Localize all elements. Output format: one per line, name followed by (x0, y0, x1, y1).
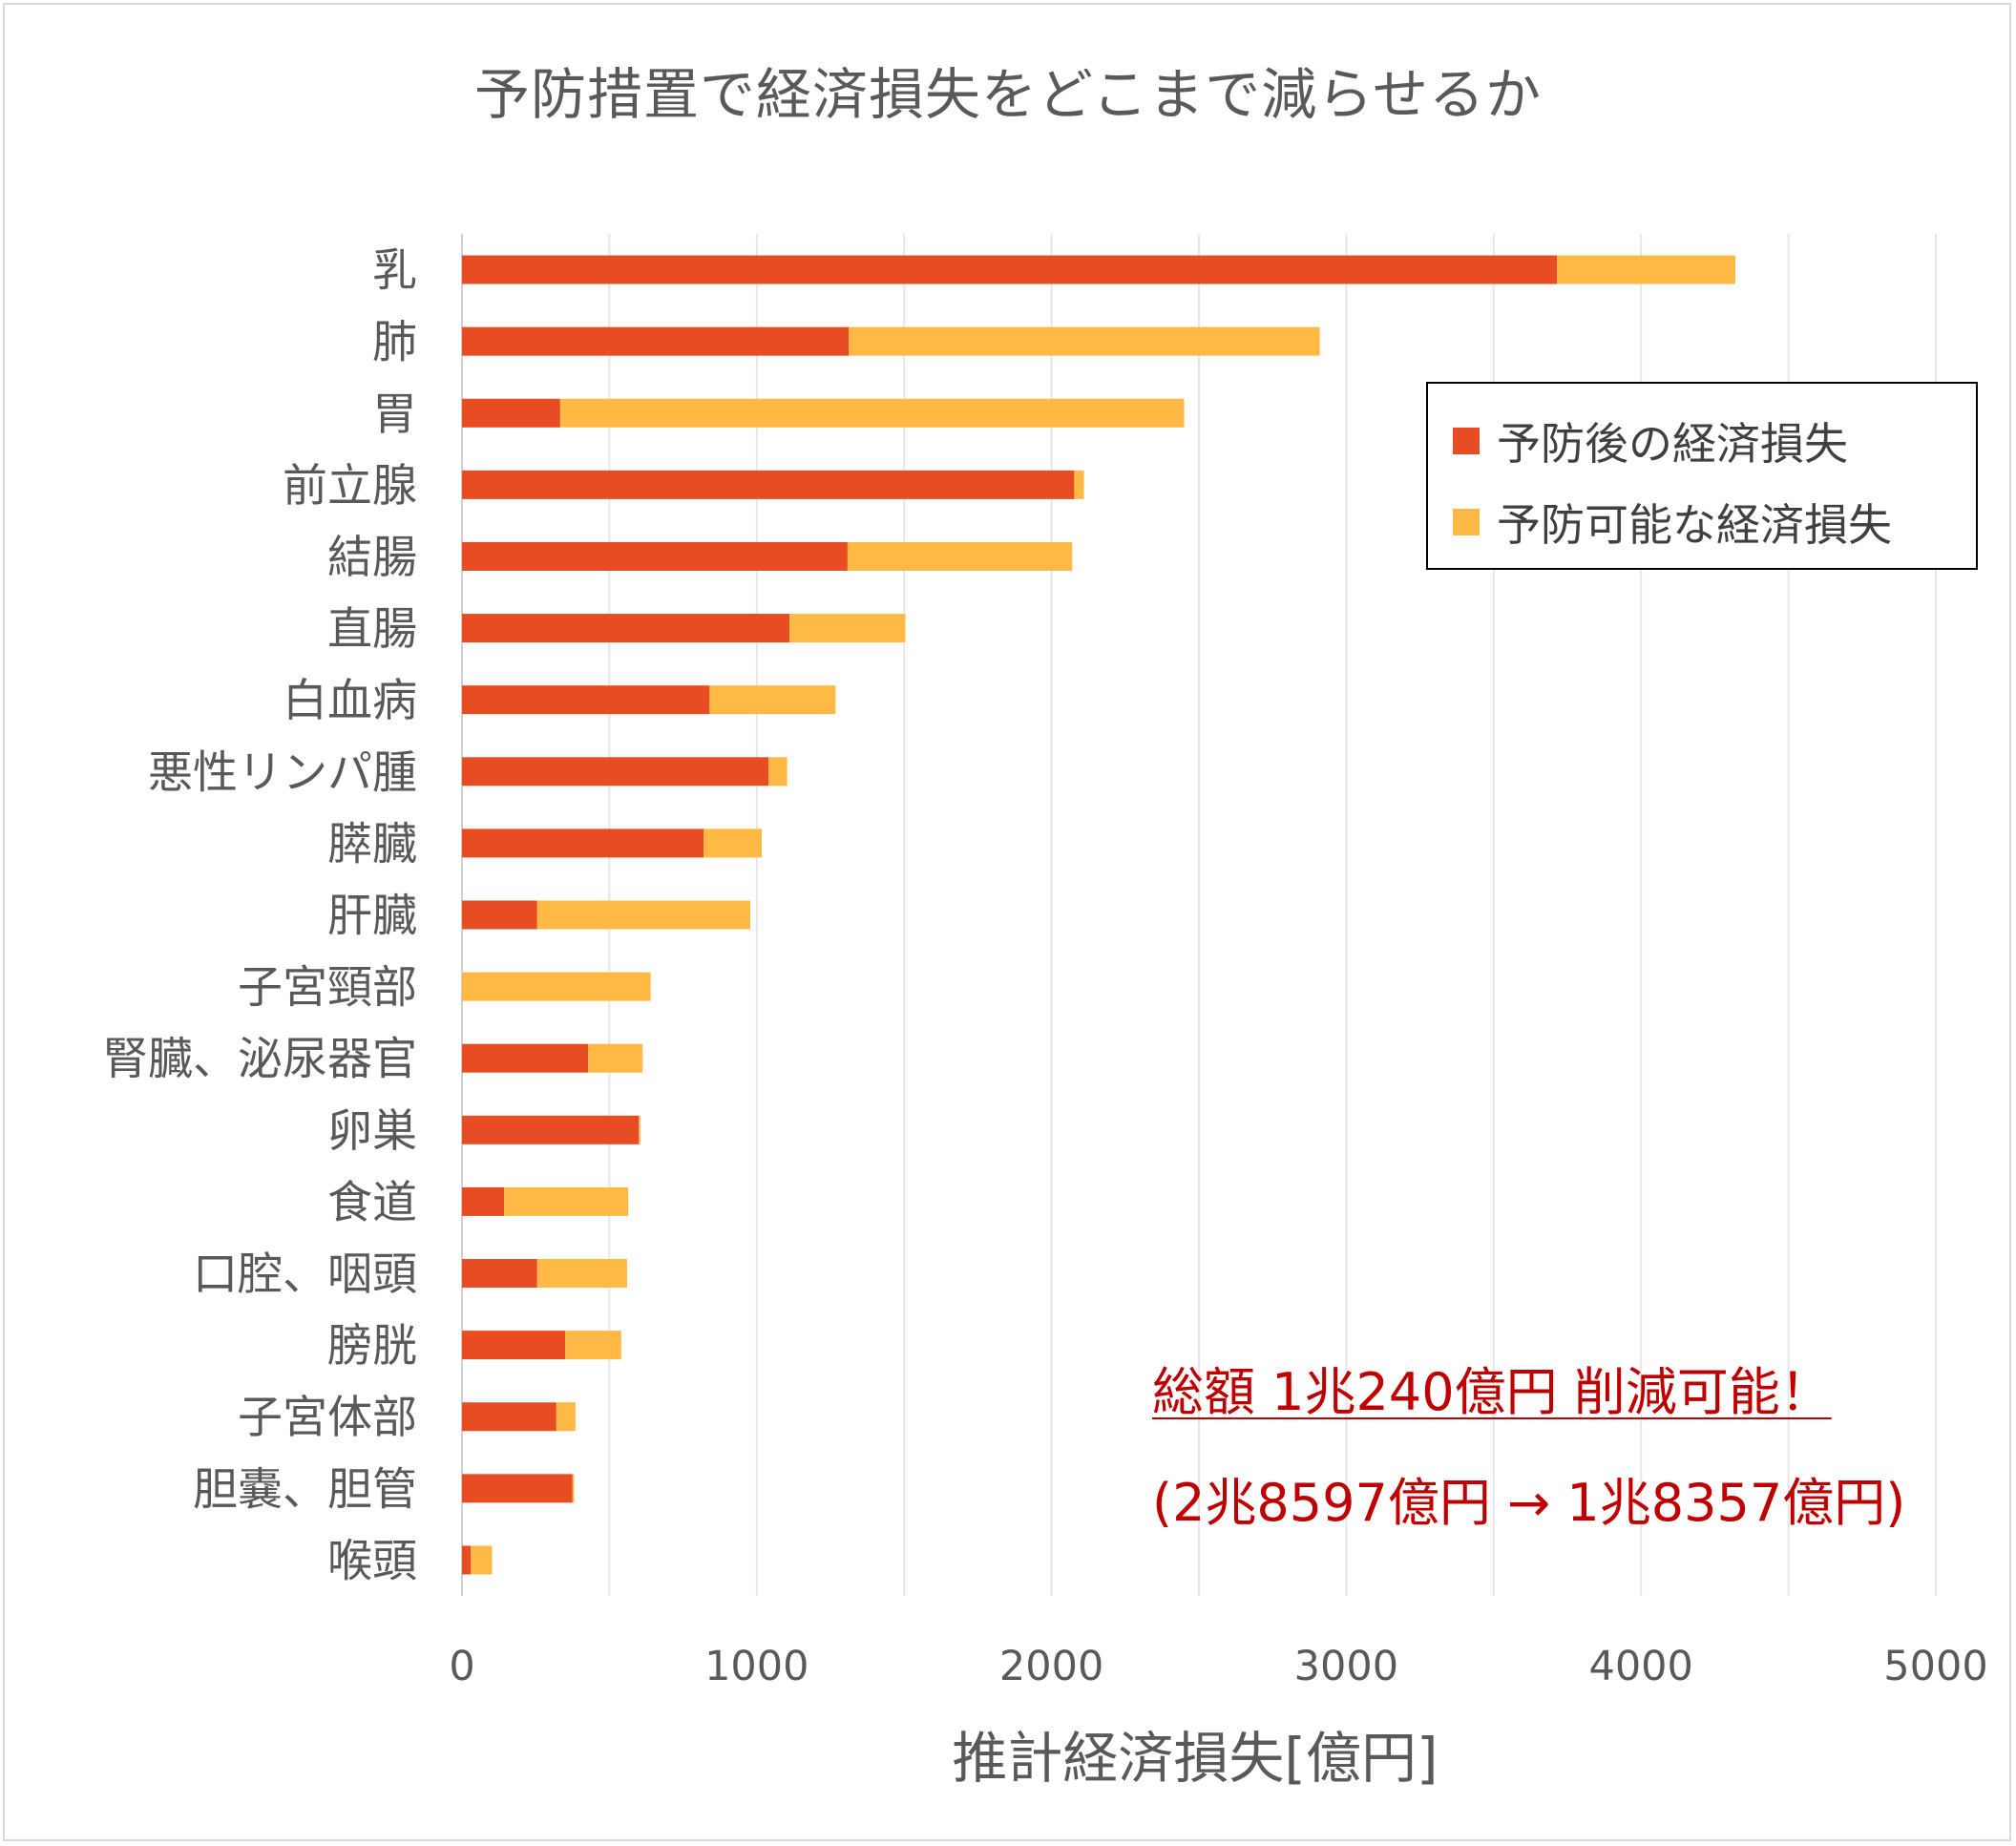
category-label: 口腔、咽頭 (193, 1248, 417, 1301)
category-label: 乳 (372, 245, 417, 298)
bar-segment-preventable (588, 1043, 643, 1073)
bar-segment-after-prevention (462, 470, 1075, 499)
annotation-before-after: (2兆8597億円 → 1兆8357億円) (1152, 1473, 1906, 1533)
bar-segment-after-prevention (462, 757, 769, 787)
category-labels: 乳肺胃前立腺結腸直腸白血病悪性リンパ腫膵臓肝臓子宮頸部腎臓、泌尿器官卵巣食道口腔… (103, 245, 417, 1588)
category-label: 悪性リンパ腫 (148, 746, 417, 799)
bar-segment-preventable (639, 1115, 640, 1144)
legend-item-preventable: 予防可能な経済損失 (1453, 493, 1892, 551)
bar-segment-preventable (504, 1186, 629, 1216)
bar-segment-preventable (768, 757, 788, 787)
bar-segment-after-prevention (462, 614, 790, 643)
bar-segment-after-prevention (462, 326, 850, 356)
bar-segment-after-prevention (462, 1186, 505, 1216)
bar-segment-after-prevention (462, 900, 537, 930)
bar-segment-preventable (462, 972, 651, 1001)
legend-label-after-prevention: 予防後の経済損失 (1497, 418, 1848, 470)
bar-segment-after-prevention (462, 829, 704, 858)
bar-segment-preventable (847, 541, 1073, 571)
bar-segment-after-prevention (462, 1043, 589, 1073)
bar-segment-preventable (709, 685, 836, 715)
bar-segment-after-prevention (462, 1474, 573, 1503)
bar-segment-after-prevention (462, 1402, 556, 1432)
legend-swatch-preventable (1453, 509, 1480, 535)
chart-frame (3, 3, 2011, 1841)
bar-segment-preventable (536, 900, 751, 930)
bar-segment-after-prevention (462, 255, 1558, 284)
x-tick-label: 1000 (704, 1643, 808, 1690)
bar-segment-preventable (565, 1331, 621, 1360)
bar-segment-after-prevention (462, 398, 560, 428)
bar-segment-after-prevention (462, 1331, 566, 1360)
chart-title: 予防措置で経済損失をどこまで減らせるか (473, 62, 1543, 127)
x-tick-label: 4000 (1588, 1643, 1692, 1690)
bar-segment-preventable (572, 1474, 575, 1503)
bar-segment-after-prevention (462, 685, 710, 715)
category-label: 卵巣 (327, 1105, 417, 1158)
bar-segment-after-prevention (462, 541, 848, 571)
bar-segment-after-prevention (462, 1115, 640, 1144)
category-label: 腎臓、泌尿器官 (103, 1034, 417, 1086)
bar-segment-preventable (556, 1402, 576, 1432)
x-tick-label: 0 (449, 1643, 474, 1690)
annotation-total-reduction: 総額 1兆240億円 削減可能！ (1152, 1362, 1832, 1422)
legend-item-after-prevention: 予防後の経済損失 (1453, 412, 1848, 470)
x-tick-label: 3000 (1294, 1643, 1398, 1690)
bar-segment-preventable (1074, 470, 1084, 499)
bar-segment-after-prevention (462, 1545, 472, 1575)
category-label: 膀胱 (327, 1320, 417, 1373)
category-label: 肝臓 (327, 891, 417, 943)
x-axis-title: 推計経済損失[億円] (952, 1726, 1438, 1791)
legend-swatch-after-prevention (1453, 428, 1480, 454)
category-label: 結腸 (327, 532, 417, 584)
bar-segment-preventable (789, 614, 906, 643)
category-label: 食道 (327, 1177, 417, 1229)
category-label: 肺 (372, 317, 417, 369)
x-tick-labels: 0 1000 2000 3000 4000 5000 (449, 1643, 1987, 1690)
bar-segment-preventable (1557, 255, 1736, 284)
category-label: 白血病 (283, 675, 417, 727)
x-tick-label: 2000 (999, 1643, 1103, 1690)
bar-segment-after-prevention (462, 1259, 537, 1289)
bars (462, 255, 1736, 1575)
bar-segment-preventable (704, 829, 763, 858)
category-label: 直腸 (327, 603, 417, 656)
bar-segment-preventable (849, 326, 1320, 356)
bar-segment-preventable (471, 1545, 493, 1575)
legend: 予防後の経済損失 予防可能な経済損失 (1426, 382, 1978, 570)
category-label: 喉頭 (327, 1535, 417, 1587)
legend-label-preventable: 予防可能な経済損失 (1497, 499, 1892, 551)
category-label: 子宮頸部 (238, 962, 417, 1015)
category-label: 胆嚢、胆管 (193, 1463, 417, 1516)
bar-segment-preventable (536, 1259, 627, 1289)
category-label: 胃 (372, 388, 417, 441)
bar-segment-preventable (559, 398, 1185, 428)
category-label: 前立腺 (283, 460, 417, 513)
category-label: 膵臓 (327, 818, 417, 871)
category-label: 子宮体部 (238, 1392, 417, 1444)
x-tick-label: 5000 (1883, 1643, 1987, 1690)
